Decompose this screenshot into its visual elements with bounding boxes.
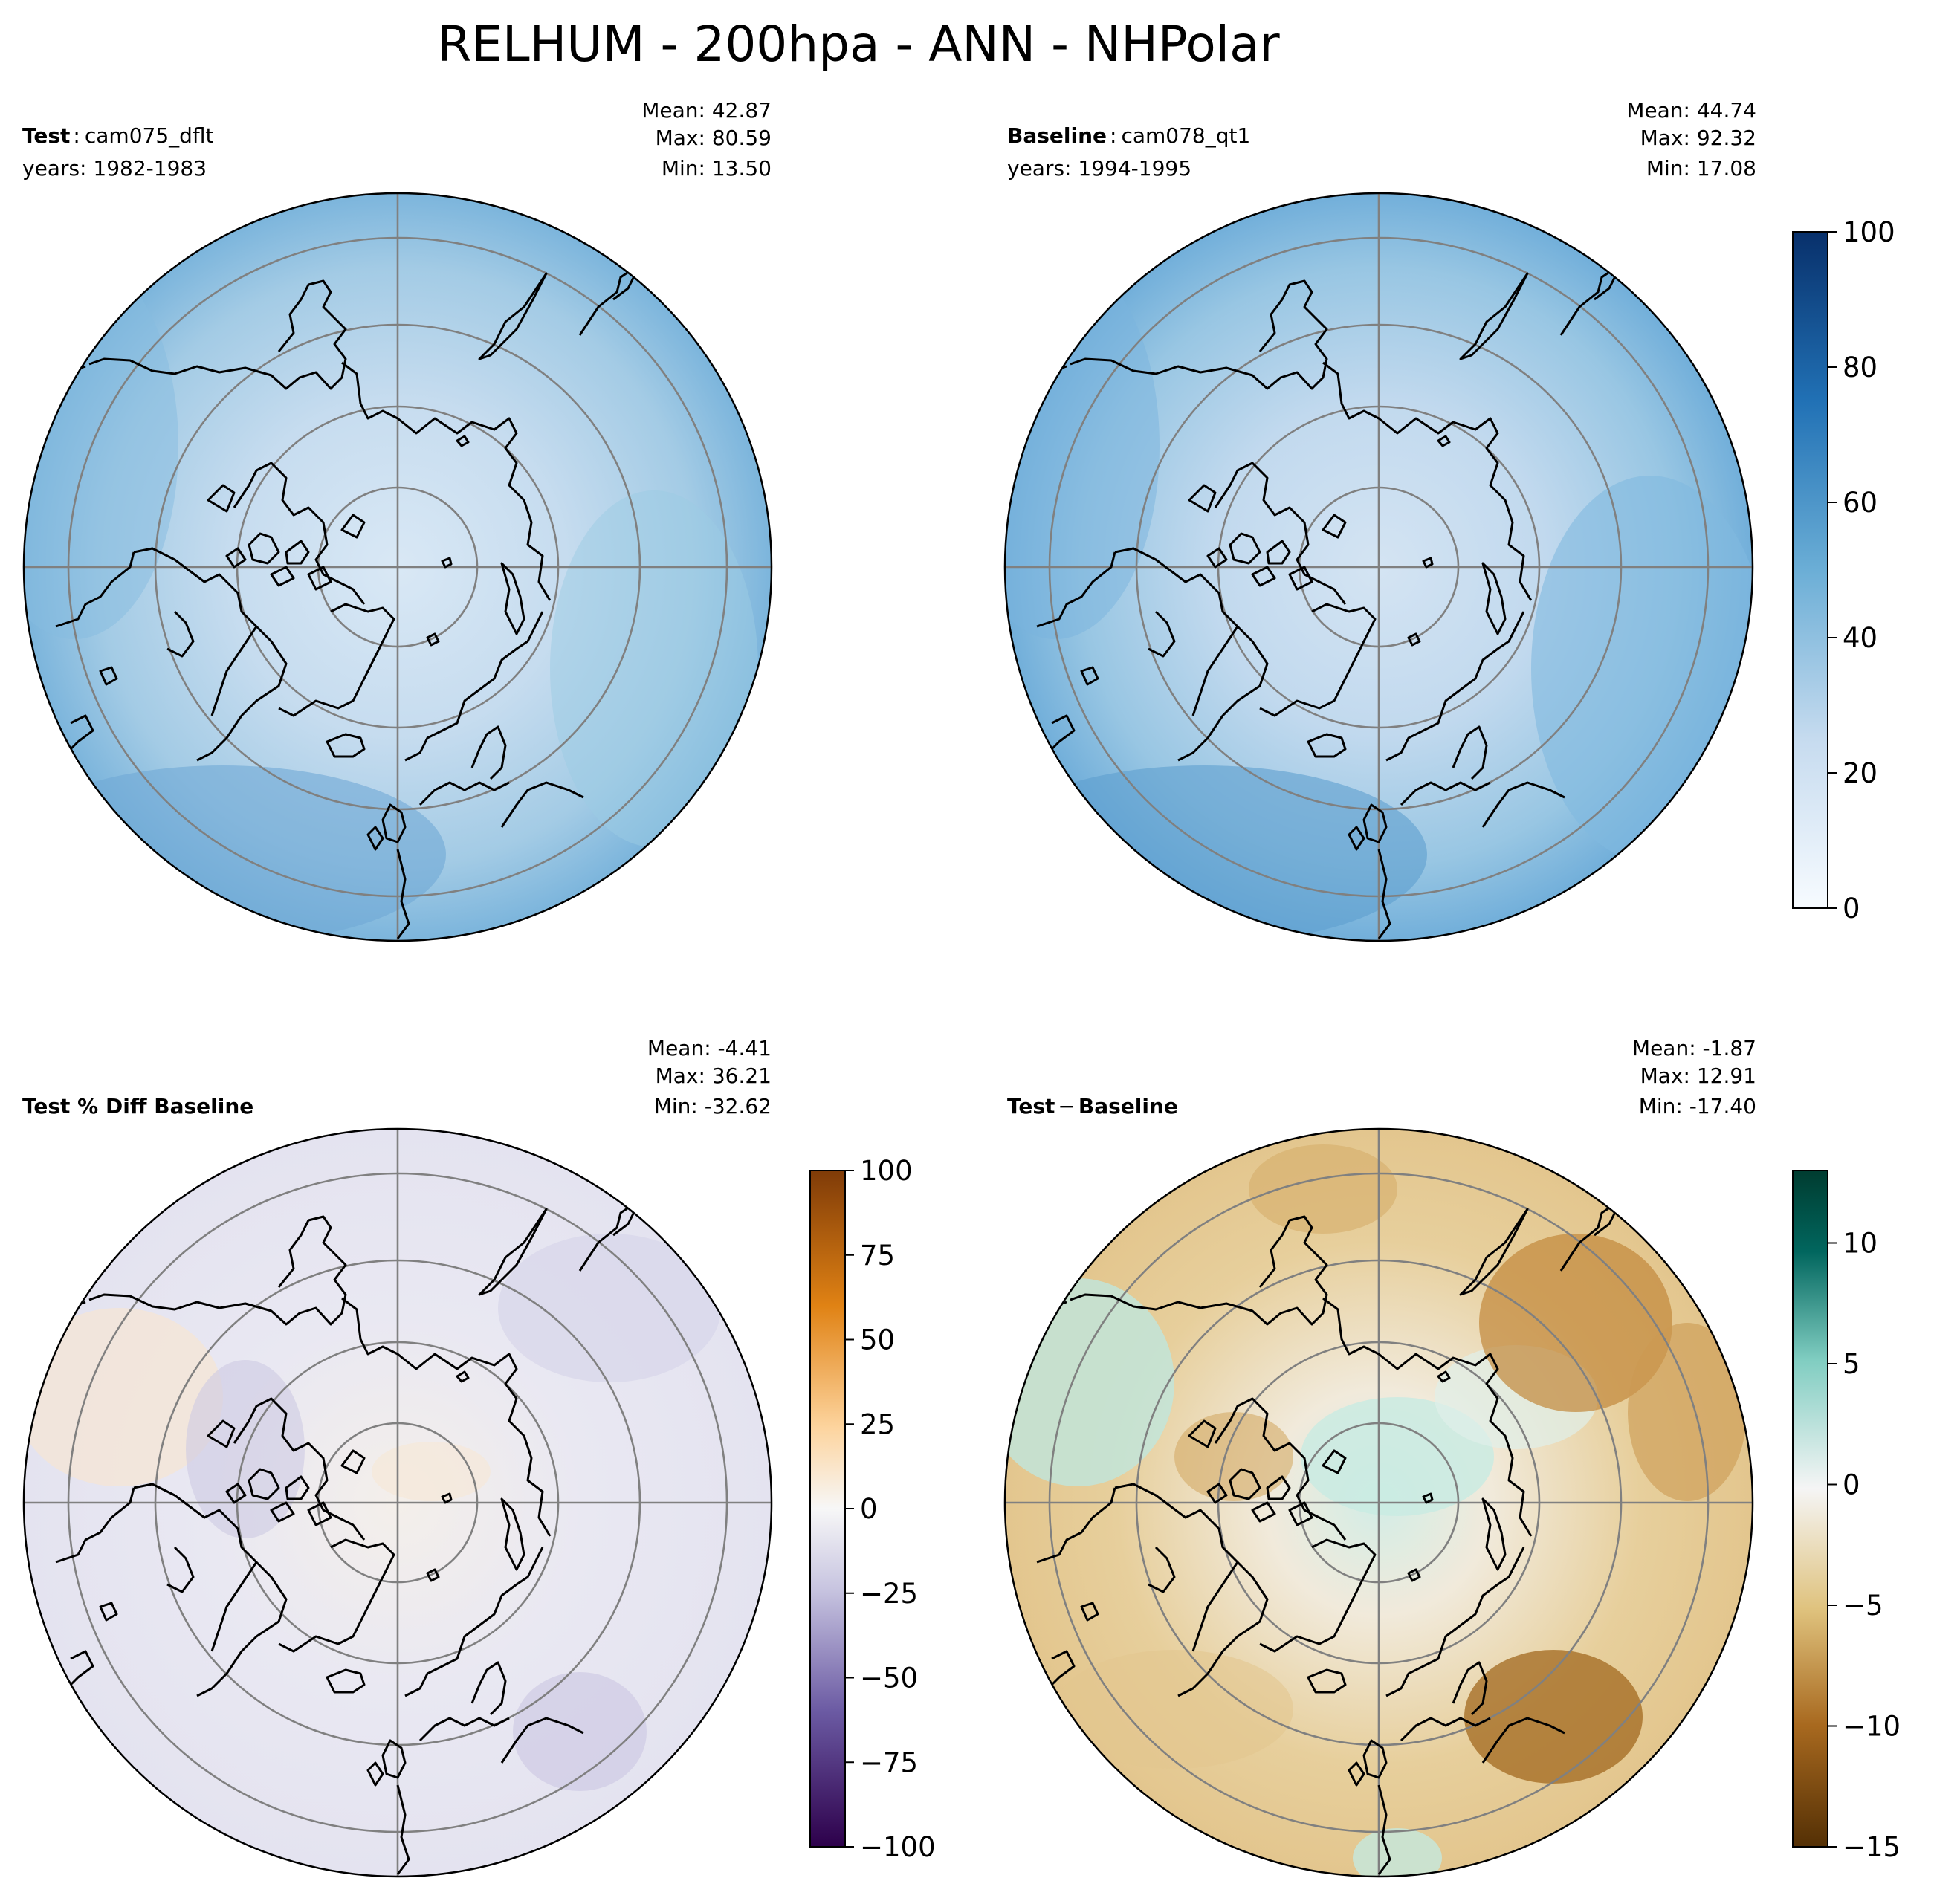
colorbar-diff-tick-label: 5	[1843, 1348, 1860, 1380]
colorbar-pct: −100 −75 −50 −25 0 25 50 75 100	[809, 1155, 936, 1863]
colorbar-pct-tick-label: −25	[860, 1578, 918, 1610]
pct-diff-mean: Mean: -4.41	[647, 1036, 772, 1061]
test-min: Min: 13.50	[662, 156, 772, 181]
baseline-min: Min: 17.08	[1646, 156, 1756, 181]
colorbar-diff-tick-label: 0	[1843, 1469, 1860, 1501]
colorbar-pct-tick-label: 50	[860, 1324, 895, 1356]
panel-baseline: Baseline: cam078_qt1 years: 1994-1995 Mea…	[1003, 98, 1756, 942]
test-label-sep: :	[73, 123, 80, 148]
diff-label-minus: −	[1058, 1094, 1075, 1118]
colorbar-diff-tick-label: −15	[1843, 1831, 1901, 1863]
diff-max: Max: 12.91	[1640, 1063, 1756, 1088]
svg-text:Test−Baseline: Test − Baseline	[1007, 1094, 1178, 1118]
diff-label-test: Test	[1007, 1094, 1055, 1118]
svg-text:Test:cam075_dflt: Test: cam075_dflt	[22, 123, 214, 148]
pct-diff-map-boundary	[22, 1127, 773, 1878]
test-map	[24, 193, 772, 941]
colorbar-abs-tick-label: 40	[1843, 622, 1878, 654]
svg-text:Baseline:cam078_qt1: Baseline: cam078_qt1	[1007, 123, 1250, 148]
colorbar-abs-tick-label: 60	[1843, 487, 1878, 519]
colorbar-diff-tick-label: −10	[1843, 1711, 1901, 1743]
test-label: Test	[22, 123, 70, 148]
colorbar-diff: −15 −10 −5 0 5 10	[1792, 1170, 1901, 1863]
diff-label-baseline: Baseline	[1078, 1094, 1178, 1118]
pct-diff-label: Test % Diff Baseline	[22, 1094, 253, 1118]
baseline-label: Baseline	[1007, 123, 1107, 148]
test-max: Max: 80.59	[656, 126, 772, 150]
pct-diff-min: Min: -32.62	[654, 1094, 772, 1118]
colorbar-abs-tick-label: 0	[1843, 893, 1860, 925]
diff-map-boundary	[1003, 1127, 1754, 1878]
figure-title: RELHUM - 200hpa - ANN - NHPolar	[437, 16, 1280, 73]
colorbar-pct-tick-label: 25	[860, 1408, 895, 1440]
pct-diff-map	[24, 1129, 772, 1877]
test-map-boundary	[22, 192, 773, 942]
colorbar-pct-tick-label: 0	[860, 1493, 878, 1525]
colorbar-abs-tick-label: 80	[1843, 352, 1878, 383]
colorbar-abs-tick-label: 100	[1843, 216, 1895, 248]
baseline-map-boundary	[1003, 192, 1754, 942]
test-mean: Mean: 42.87	[641, 98, 772, 123]
colorbar-pct-bar	[809, 1170, 846, 1848]
panel-pct-diff: Test % Diff Baseline Mean: -4.41 Max: 36…	[22, 1036, 773, 1878]
colorbar-pct-tick-label: −75	[860, 1746, 918, 1778]
colorbar-abs: 0 20 40 60 80 100	[1792, 216, 1895, 925]
colorbar-diff-ticks: −15 −10 −5 0 5 10	[1828, 1228, 1901, 1863]
colorbar-abs-tick-label: 20	[1843, 757, 1878, 789]
colorbar-abs-bar	[1792, 231, 1828, 909]
colorbar-diff-bar	[1792, 1170, 1828, 1848]
baseline-case-name: cam078_qt1	[1121, 123, 1250, 148]
colorbar-pct-tick-label: 100	[860, 1155, 913, 1187]
baseline-years: years: 1994-1995	[1007, 156, 1191, 181]
panel-diff: Test − Baseline Mean: -1.87 Max: 12.91 Min…	[1003, 1036, 1756, 1878]
colorbar-diff-tick-label: −5	[1843, 1590, 1883, 1622]
colorbar-diff-tick-label: 10	[1843, 1228, 1878, 1260]
test-years: years: 1982-1983	[22, 156, 207, 181]
baseline-label-sep: :	[1110, 123, 1116, 148]
pct-diff-max: Max: 36.21	[656, 1063, 772, 1088]
colorbar-pct-tick-label: −100	[860, 1831, 936, 1863]
panel-test: Test: cam075_dflt years: 1982-1983 Mean: …	[22, 98, 773, 942]
colorbar-pct-tick-label: −50	[860, 1662, 918, 1694]
colorbar-pct-tick-label: 75	[860, 1240, 895, 1272]
diff-mean: Mean: -1.87	[1632, 1036, 1756, 1061]
colorbar-abs-ticks: 0 20 40 60 80 100	[1828, 216, 1895, 925]
diff-map	[1005, 1129, 1753, 1877]
colorbar-pct-ticks: −100 −75 −50 −25 0 25 50 75 100	[845, 1155, 936, 1863]
baseline-mean: Mean: 44.74	[1626, 98, 1756, 123]
baseline-max: Max: 92.32	[1640, 126, 1756, 150]
test-case-name: cam075_dflt	[85, 123, 214, 148]
diff-min: Min: -17.40	[1639, 1094, 1756, 1118]
